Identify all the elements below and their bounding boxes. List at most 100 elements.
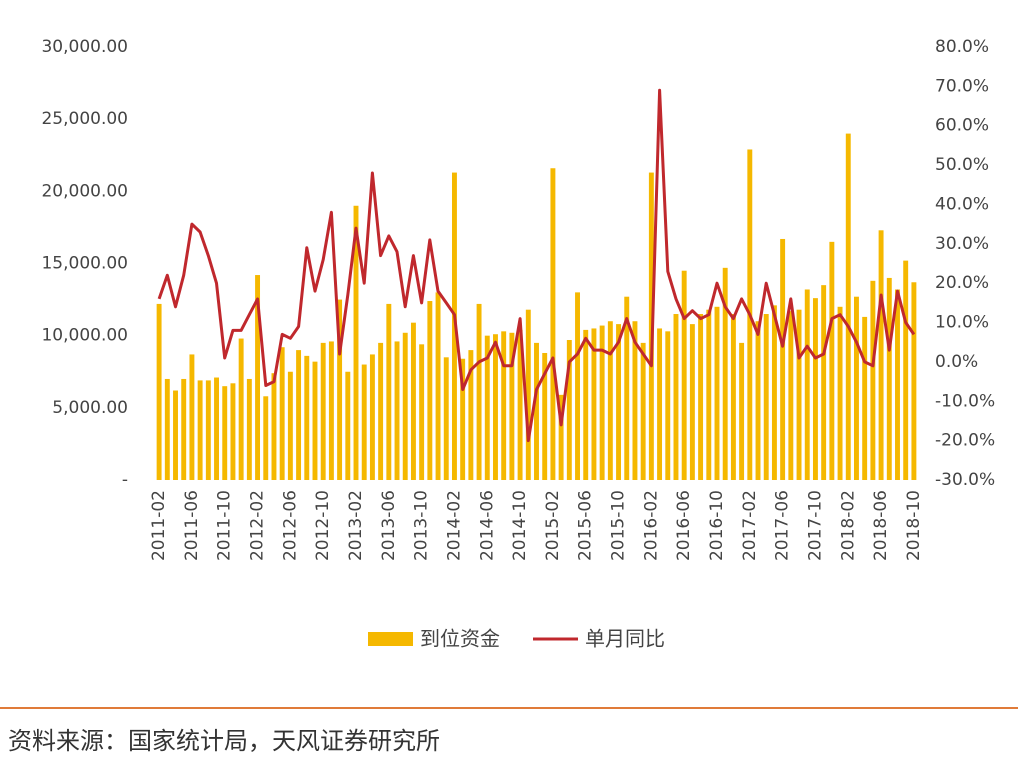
bar [435, 292, 441, 480]
y2-tick-label: 50.0% [935, 155, 989, 175]
y2-tick-label: -30.0% [935, 470, 995, 490]
bar [205, 380, 211, 480]
bar [689, 324, 695, 480]
bar [443, 357, 449, 480]
bar [534, 342, 539, 480]
bar [804, 289, 810, 480]
x-tick-label: 2011-06 [182, 490, 202, 561]
bar [878, 230, 884, 480]
y2-tick-label: 20.0% [935, 273, 989, 293]
bar [517, 329, 523, 480]
y2-tick-label: -10.0% [935, 391, 995, 411]
bar [410, 322, 416, 480]
bar [903, 260, 909, 480]
bar [394, 341, 400, 480]
y-tick-label: 15,000.00 [41, 254, 128, 274]
bar [616, 324, 622, 480]
bar [181, 378, 187, 480]
line [157, 88, 916, 443]
bar [854, 296, 859, 480]
bar [575, 292, 580, 480]
legend-label: 到位资金 [420, 627, 500, 651]
bar [222, 386, 228, 480]
bar [812, 298, 818, 480]
x-tick-label: 2011-10 [215, 490, 235, 561]
bar [304, 355, 310, 480]
bar [214, 377, 219, 480]
bar [460, 358, 466, 480]
bar [402, 332, 408, 480]
bar [525, 309, 531, 480]
x-tick-label: 2014-02 [444, 490, 464, 561]
x-tick-label: 2012-06 [280, 490, 300, 561]
x-tick-label: 2015-02 [543, 490, 563, 561]
bar [238, 338, 244, 480]
x-tick-label: 2014-06 [477, 490, 497, 561]
bar [468, 350, 474, 480]
bar [599, 325, 605, 480]
bar [665, 331, 671, 480]
bar [911, 282, 917, 480]
bar [607, 321, 613, 480]
x-tick-label: 2016-02 [641, 490, 661, 561]
bar [640, 342, 646, 480]
bar [230, 383, 236, 480]
x-tick-label: 2013-10 [412, 490, 432, 561]
x-tick-label: 2016-10 [707, 490, 727, 561]
x-tick-label: 2017-10 [805, 490, 825, 561]
source: 资料来源：国家统计局，天风证券研究所 [8, 727, 440, 755]
y2-tick-label: 60.0% [935, 116, 989, 136]
bar [173, 390, 178, 480]
bar [624, 296, 630, 480]
bar [550, 168, 556, 481]
bar [197, 380, 203, 480]
bar [566, 339, 572, 480]
bar [771, 305, 777, 480]
bar [378, 342, 384, 480]
bar [337, 299, 343, 480]
bar [755, 321, 761, 480]
x-tick-label: 2014-10 [510, 490, 530, 561]
bar [386, 303, 392, 480]
bar [788, 311, 794, 480]
bar [714, 306, 720, 480]
x-tick-label: 2018-02 [838, 490, 858, 561]
bar [312, 361, 318, 480]
bar [320, 342, 326, 480]
bar [353, 205, 359, 480]
bar [673, 314, 679, 480]
x-tick-label: 2011-02 [149, 490, 169, 561]
x-tick-label: 2013-06 [379, 490, 399, 561]
bar [821, 285, 827, 480]
legend-swatch [368, 632, 413, 646]
bar [493, 334, 498, 480]
bar [845, 133, 851, 480]
bar [862, 316, 868, 480]
y-tick-label: 20,000.00 [41, 181, 128, 201]
y2-tick-label: 30.0% [935, 234, 989, 254]
y-tick-label: 5,000.00 [52, 398, 128, 418]
bar [895, 289, 900, 480]
x-tick-label: 2017-02 [740, 490, 760, 561]
bar [796, 309, 802, 480]
y2-tick-label: -20.0% [935, 431, 995, 451]
bar [886, 277, 892, 480]
bar [287, 371, 293, 480]
bar [345, 371, 351, 480]
x-tick-label: 2018-06 [871, 490, 891, 561]
y-tick-label: 25,000.00 [41, 109, 128, 129]
bar [681, 270, 687, 480]
bar [722, 267, 728, 480]
bar [837, 306, 843, 480]
y2-tick-label: 70.0% [935, 76, 989, 96]
bar [706, 309, 712, 480]
x-tick-label: 2012-02 [248, 490, 268, 561]
bar [361, 364, 367, 480]
y2-tick-label: 0.0% [935, 352, 978, 372]
bar [263, 396, 269, 480]
bar [255, 275, 261, 480]
bar [427, 301, 433, 480]
bar [279, 347, 285, 480]
x-tick-label: 2015-06 [576, 490, 596, 561]
